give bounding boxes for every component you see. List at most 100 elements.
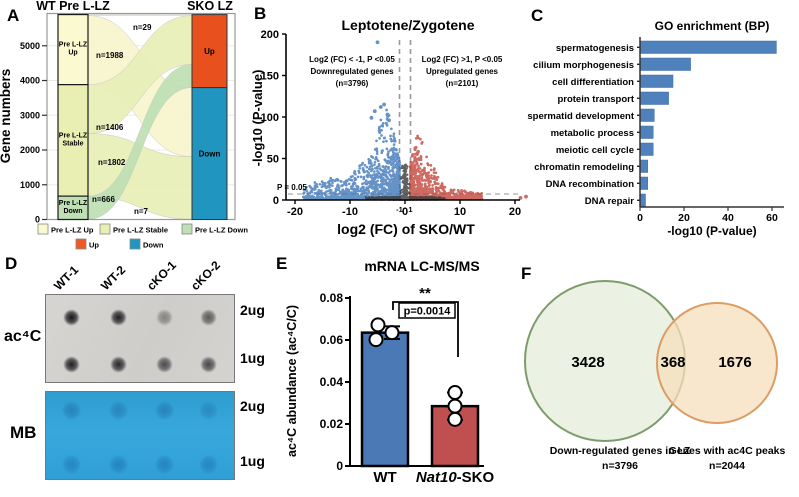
y-tick-label: 5000: [20, 41, 40, 51]
x-tick-label: 40: [722, 212, 734, 224]
upregulated-points: [409, 134, 528, 201]
go-bar: [639, 159, 648, 173]
annotation-up: Log2 (FC) >1, P <0.05: [422, 55, 503, 64]
blot-amount-label: 2ug: [240, 302, 265, 318]
data-point: [447, 398, 463, 414]
venn-set-label-right: n=2044: [709, 460, 745, 472]
annotation-down: (n=3796): [336, 79, 369, 88]
pvalue-box: [398, 302, 456, 319]
y-tick-label: 0: [336, 459, 343, 473]
y-tick-label: 3000: [20, 110, 40, 120]
x-tick-label: 10: [454, 206, 466, 218]
annotation-down: Log2 (FC) < -1, P <0.05: [309, 55, 395, 64]
y-tick-label: 0: [273, 195, 279, 207]
downregulated-points: [301, 40, 401, 201]
y-tick-label: 1000: [20, 180, 40, 190]
blot-amount-label: 2ug: [240, 398, 265, 414]
flow-count-label: n=7: [134, 207, 149, 216]
dot-blot-panel: D ac⁴C MB WT-1 WT-2 cKO-1 cKO-2 2ug 1ug 2ug 1ug: [0, 250, 272, 497]
chart-title: Leptotene/Zygotene: [341, 17, 474, 33]
flow-count-label: n=1406: [96, 123, 124, 132]
sankey-left-segment: [57, 195, 89, 221]
legend-label: Pre L-LZ Up: [51, 226, 94, 235]
legend-swatch: [181, 223, 193, 235]
panel-c-letter: C: [531, 6, 544, 25]
mb-row-label: MB: [10, 423, 37, 442]
venn-count-left: 3428: [571, 354, 604, 371]
ac4c-blot-dot: [62, 355, 80, 373]
segment-label: Pre L-LZ: [59, 132, 88, 139]
x-axis-label: log2 (FC) of SKO/WT: [337, 221, 475, 237]
y-tick-label: 2000: [20, 145, 40, 155]
sankey-left-segment: [57, 84, 89, 197]
annotation-up: Upregulated genes: [426, 67, 499, 76]
volcano-plot: 0 50 100 150 200 -20 -10 0 10 20 -1 1 Leptotene/Zygo…: [250, 17, 528, 237]
column-title-right: SKO LZ: [187, 0, 233, 13]
blot-column-label: WT-1: [51, 262, 82, 293]
ac4c-blot-dot: [199, 308, 217, 326]
mb-blot-dot: [108, 454, 128, 474]
flow-count-label: n=1988: [96, 51, 124, 60]
data-point: [447, 411, 463, 427]
blot-column-label: cKO-1: [144, 258, 179, 293]
segment-label: Up: [68, 50, 77, 57]
y-tick-label: 0.02: [320, 417, 344, 431]
go-bar: [639, 74, 674, 88]
go-bar: [639, 125, 654, 139]
x-tick-label: 0: [637, 212, 643, 224]
go-bar: [639, 176, 648, 190]
category-label: cilium morphogenesis: [533, 60, 634, 71]
go-bar: [639, 142, 654, 156]
x-tick-label-red: 1: [408, 205, 412, 214]
y-axis-label: Gene numbers: [0, 69, 13, 164]
x-tick-label: 0: [402, 206, 408, 218]
legend-label: Up: [89, 241, 99, 250]
go-bar: [639, 91, 669, 105]
chart-title: GO enrichment (BP): [655, 19, 770, 33]
mb-blot-dot: [61, 400, 81, 420]
legend-swatch: [75, 238, 87, 250]
sankey-left-segment: [57, 13, 89, 86]
ac4c-blot-dot: [155, 308, 173, 326]
legend-label: Pre L-LZ Down: [195, 226, 248, 235]
annotation-down: Downregulated genes: [310, 67, 394, 76]
venn-set-label-left: Down-regulated genes in LZ: [550, 445, 691, 457]
category-label: chromatin remodeling: [534, 162, 634, 173]
sankey-right-segment: [191, 14, 228, 89]
plot-border: [46, 12, 236, 221]
x-tick-label: -10: [342, 206, 358, 218]
significance-stars: **: [419, 285, 431, 302]
segment-label: Down: [63, 208, 82, 215]
segment-label: Pre L-LZ: [59, 42, 88, 49]
flow-count-label: n=666: [92, 195, 115, 204]
column-title-left: WT Pre L-LZ: [36, 0, 110, 13]
y-tick-label: 100: [261, 112, 279, 124]
data-point: [368, 332, 384, 348]
pvalue-threshold-label: P = 0.05: [277, 183, 307, 192]
go-enrichment-chart: GO enrichment (BP) spermatogenesis cilium …: [527, 19, 784, 238]
y-tick-label: 0.06: [320, 333, 344, 347]
ac4c-blot-dot: [199, 355, 217, 373]
x-tick-label: 20: [678, 212, 690, 224]
x-category-label: Nat10-SKO: [416, 469, 495, 486]
sankey-right-segment: [191, 87, 228, 220]
blot-amount-label: 1ug: [240, 453, 265, 469]
panel-e-letter: E: [276, 254, 288, 273]
category-label: protein transport: [557, 94, 634, 105]
blot-column-label: WT-2: [98, 262, 129, 293]
mb-blot-dot: [108, 400, 128, 420]
panel-a-letter: A: [7, 6, 20, 25]
ac4c-blot-dot: [109, 355, 127, 373]
y-tick-label: 50: [267, 154, 279, 166]
mb-blot-dot: [154, 454, 174, 474]
segment-label: Up: [204, 47, 215, 56]
venn-set-label-right: Genes with ac4C peaks: [669, 445, 786, 457]
ac4c-blot-dot: [62, 308, 80, 326]
flow-count-label: n=1802: [98, 158, 126, 167]
legend-swatch: [99, 223, 111, 235]
ac4c-blot-dot: [109, 308, 127, 326]
panel-f-letter: F: [521, 264, 532, 283]
venn-circle-right: [656, 302, 778, 424]
category-label: DNA repair: [585, 196, 635, 207]
